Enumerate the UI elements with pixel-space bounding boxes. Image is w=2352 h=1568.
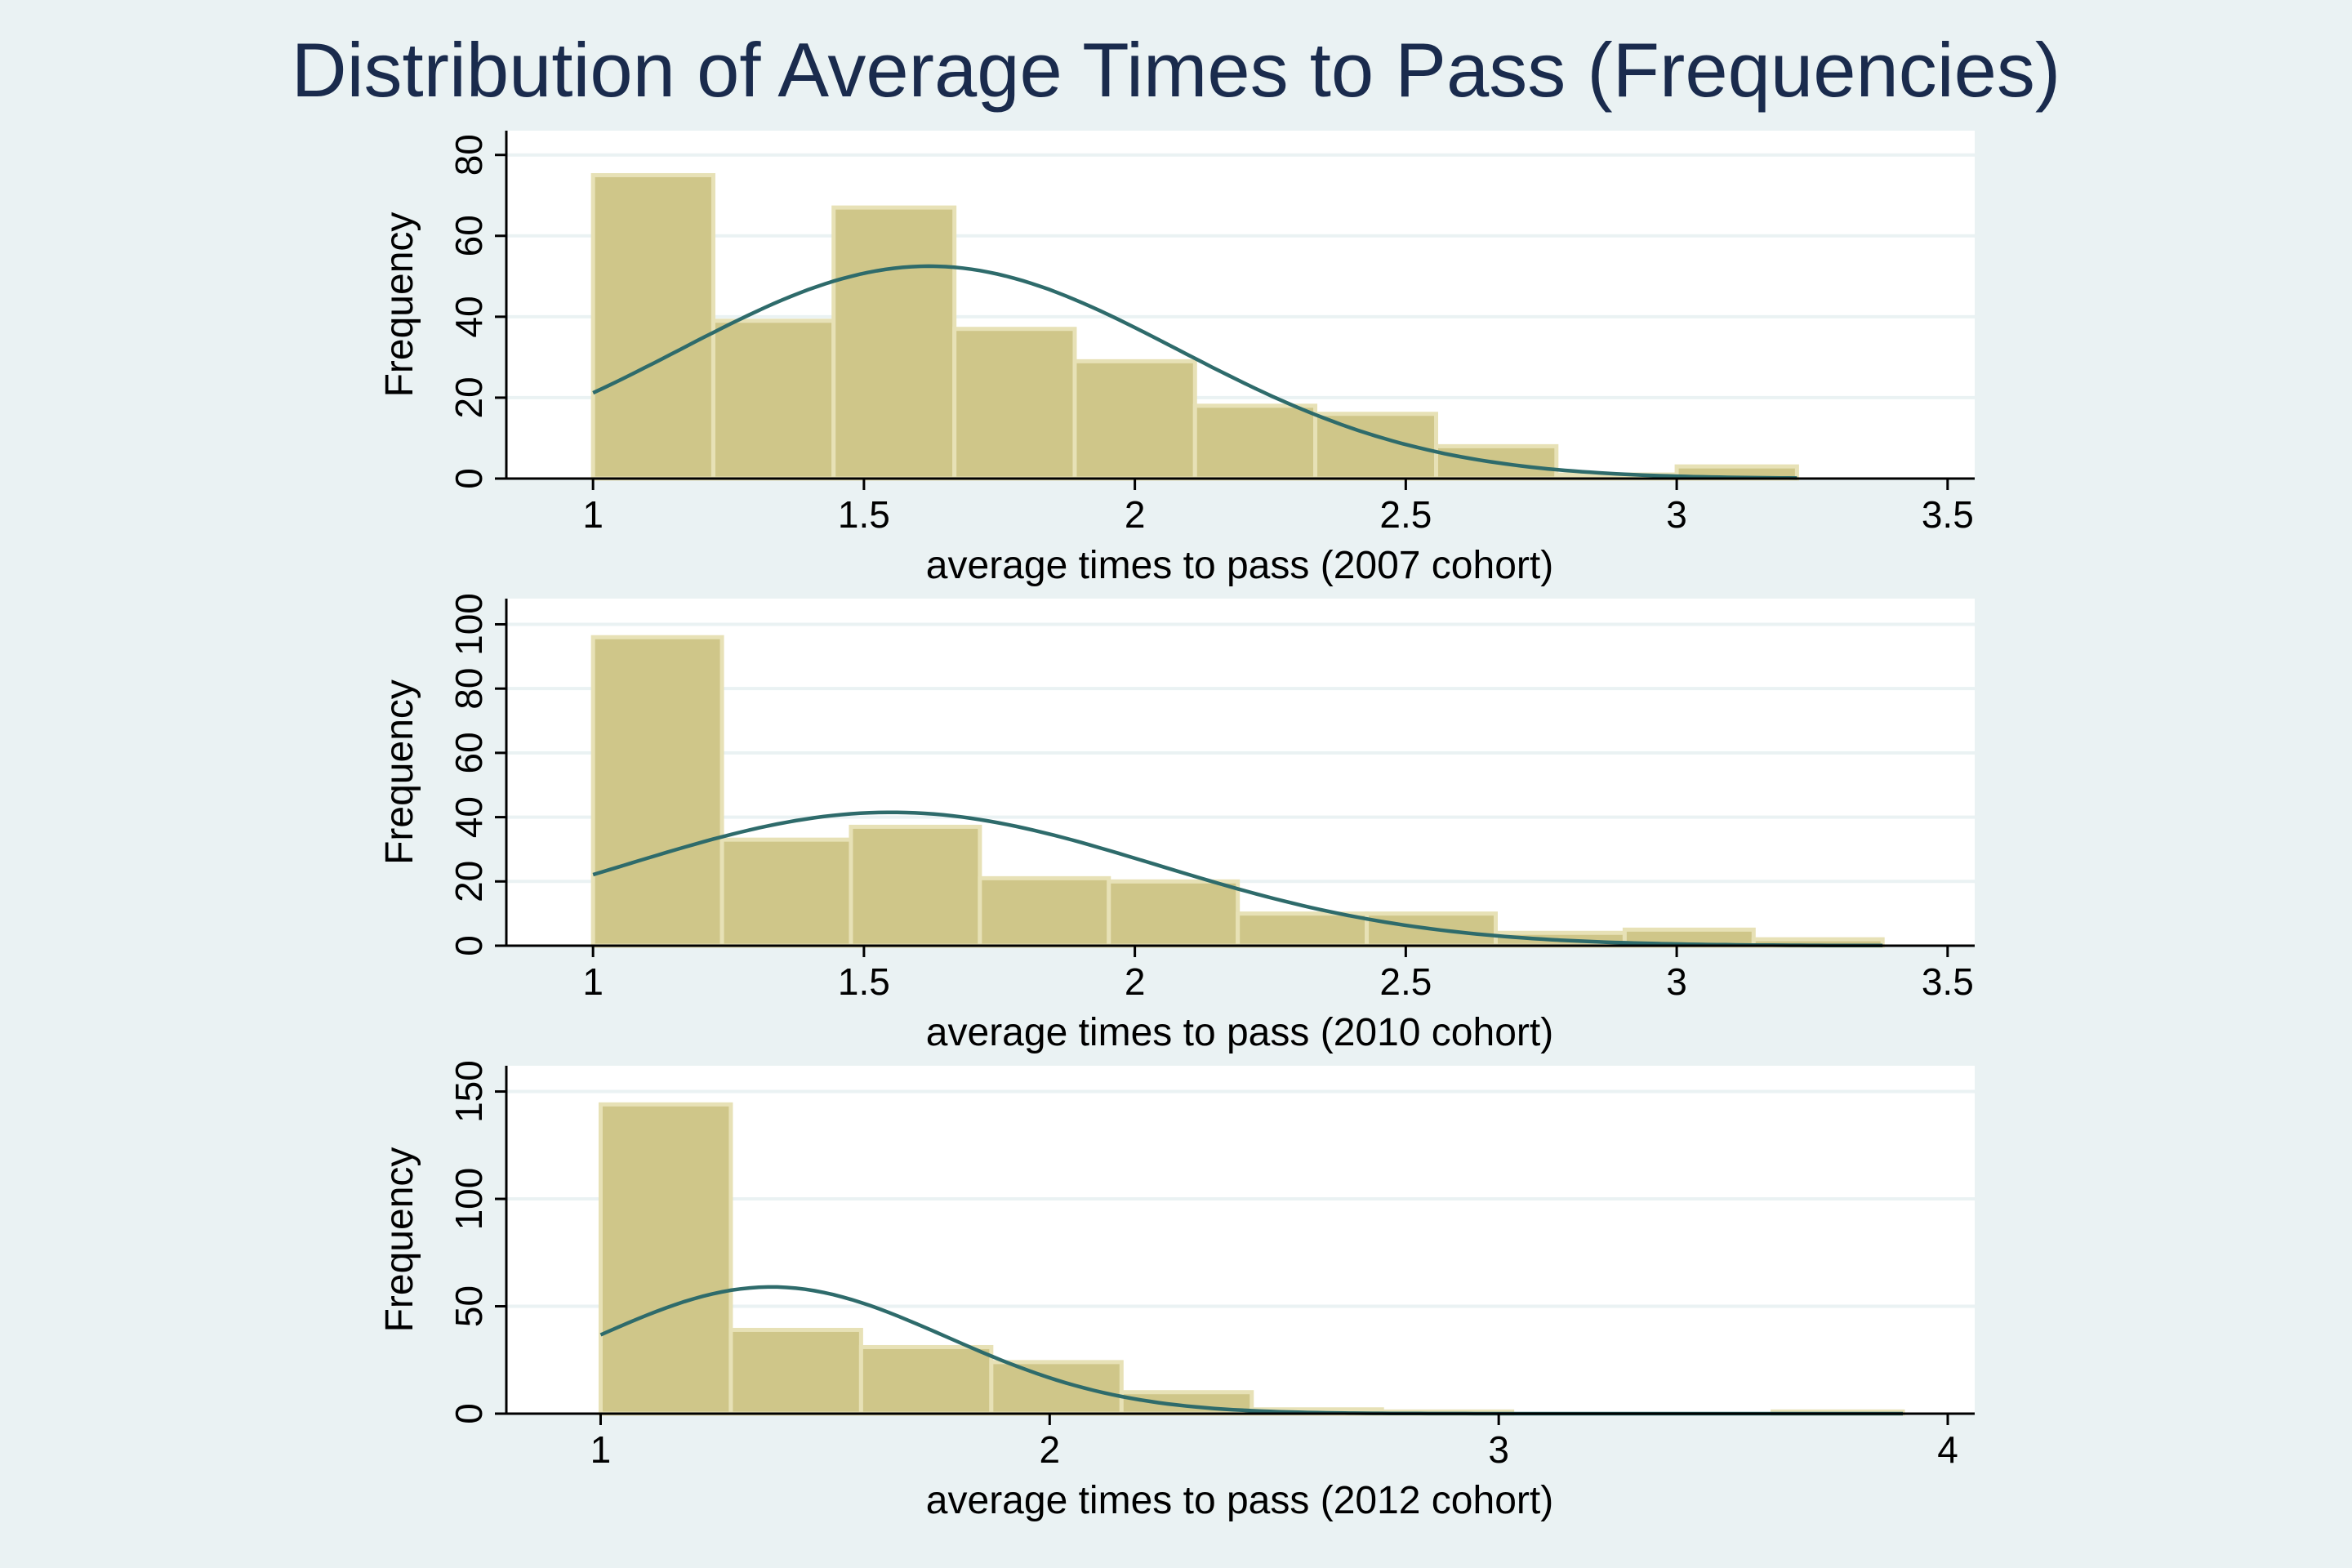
- y-tick-label: 20: [448, 376, 490, 418]
- y-tick-label: 60: [448, 215, 490, 256]
- x-tick-label: 1.5: [838, 960, 890, 1003]
- x-tick-label: 1.5: [838, 493, 890, 536]
- histogram-bar: [728, 1327, 863, 1416]
- histogram-panel-1: 0 20 40 60 80 1 1.5 2 2.5 3 3.5 Frequency average ti…: [378, 131, 1975, 587]
- x-tick-label: 2: [1040, 1428, 1061, 1471]
- y-tick-label: 40: [448, 796, 490, 838]
- x-tick-label: 1: [590, 1428, 612, 1471]
- y-tick-label: 80: [448, 134, 490, 176]
- histogram-bar: [590, 635, 724, 948]
- y-tick-label: 150: [448, 1060, 490, 1123]
- histogram-bar: [710, 318, 836, 481]
- y-tick-label: 60: [448, 732, 490, 773]
- histogram-bar: [1072, 359, 1197, 481]
- x-tick-label: 2: [1125, 493, 1146, 536]
- x-axis-title: average times to pass (2007 cohort): [926, 544, 1553, 587]
- histogram-bar: [1192, 403, 1318, 481]
- histogram-panel-2: 0 20 40 60 80 100 1 1.5 2 2.5 3 3.5 Frequency average…: [378, 593, 1975, 1054]
- y-tick-label: 0: [448, 468, 490, 489]
- x-tick-label: 3.5: [1922, 960, 1974, 1003]
- y-tick-label: 80: [448, 668, 490, 710]
- histogram-bar: [858, 1344, 994, 1416]
- x-tick-label: 2.5: [1379, 493, 1432, 536]
- x-axis-title: average times to pass (2010 cohort): [926, 1011, 1553, 1054]
- x-tick-label: 2.5: [1379, 960, 1432, 1003]
- normal-density-curve: [592, 264, 1797, 480]
- y-axis-title: Frequency: [378, 212, 421, 398]
- histogram-bar: [849, 824, 982, 948]
- x-axis-title: average times to pass (2012 cohort): [926, 1479, 1553, 1522]
- normal-density-curve: [592, 810, 1883, 948]
- x-tick-label: 3: [1666, 960, 1687, 1003]
- histogram-bar: [978, 875, 1111, 948]
- y-tick-label: 50: [448, 1285, 490, 1327]
- y-axis-title: Frequency: [378, 1147, 421, 1333]
- histogram-bar: [590, 172, 715, 481]
- histogram-bar: [952, 327, 1077, 481]
- y-tick-label: 100: [448, 1168, 490, 1231]
- y-tick-label: 0: [448, 1403, 490, 1424]
- x-tick-label: 3: [1666, 493, 1687, 536]
- y-tick-label: 0: [448, 935, 490, 956]
- histogram-bar: [598, 1102, 733, 1416]
- histogram-bar: [1236, 911, 1370, 948]
- histogram-bar: [831, 205, 957, 481]
- x-tick-label: 1: [582, 493, 604, 536]
- x-tick-label: 3: [1488, 1428, 1509, 1471]
- y-tick-label: 40: [448, 296, 490, 337]
- histogram-panel-3: 0 50 100 150 1 2 3 4 Frequency average times to p…: [378, 1060, 1975, 1522]
- figure-title: Distribution of Average Times to Pass (F…: [292, 27, 2060, 113]
- x-tick-label: 4: [1937, 1428, 1958, 1471]
- x-tick-label: 2: [1125, 960, 1146, 1003]
- y-tick-label: 20: [448, 861, 490, 902]
- y-axis-title: Frequency: [378, 679, 421, 865]
- histogram-bar: [719, 837, 853, 948]
- histogram-bar: [1107, 879, 1241, 948]
- x-tick-label: 1: [582, 960, 604, 1003]
- x-tick-label: 3.5: [1922, 493, 1974, 536]
- y-tick-label: 100: [448, 593, 490, 656]
- histogram-bar: [989, 1360, 1124, 1416]
